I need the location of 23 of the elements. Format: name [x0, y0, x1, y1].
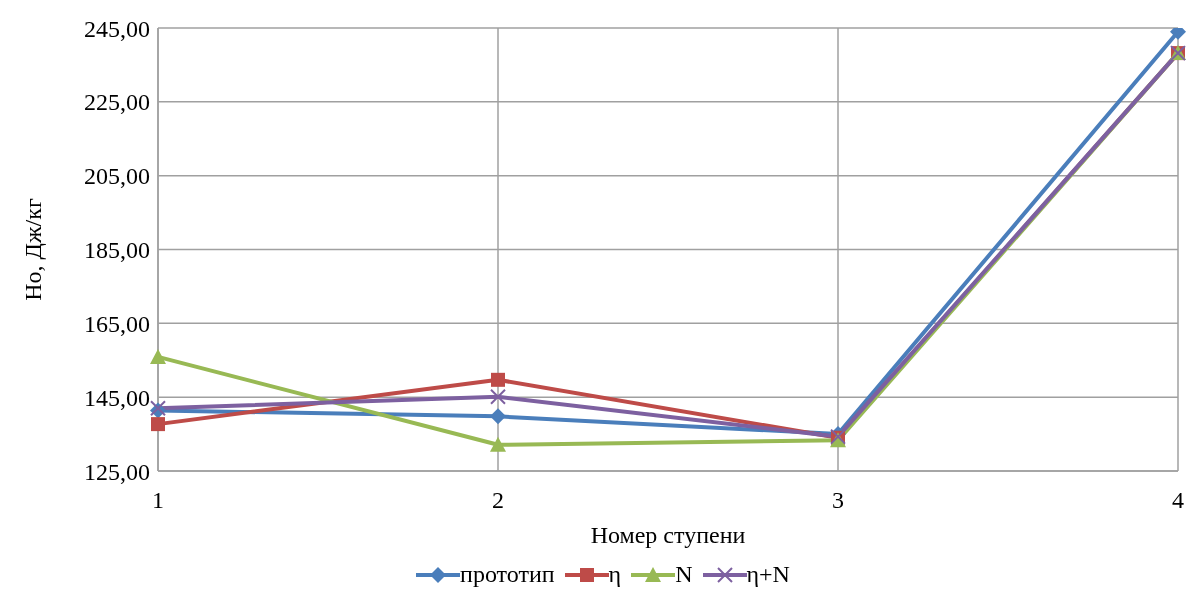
- point: [490, 408, 506, 425]
- x-tick-label: 2: [492, 487, 504, 514]
- y-tick-label: 205,00: [84, 163, 150, 190]
- y-tick-label: 125,00: [84, 458, 150, 485]
- point: [491, 372, 505, 387]
- y-tick-label: 245,00: [84, 15, 150, 42]
- point: [490, 436, 506, 452]
- y-tick-label: 225,00: [84, 89, 150, 116]
- x-tick-label: 3: [832, 487, 844, 514]
- legend-label: η+N: [746, 561, 790, 588]
- legend-label: η: [608, 561, 622, 588]
- legend-label: N: [675, 561, 693, 588]
- point: [490, 388, 506, 405]
- x-tick-label: 4: [1172, 487, 1184, 514]
- x-axis-title: Номер ступени: [590, 522, 746, 548]
- y-axis-title: Но, Дж/кг: [19, 198, 46, 301]
- y-tick-label: 185,00: [84, 237, 150, 264]
- y-tick-label: 145,00: [84, 384, 150, 411]
- point: [150, 348, 166, 364]
- legend-label: прототип: [460, 561, 555, 588]
- x-tick-label: 1: [152, 487, 164, 514]
- point: [151, 417, 165, 432]
- y-tick-label: 165,00: [84, 310, 150, 337]
